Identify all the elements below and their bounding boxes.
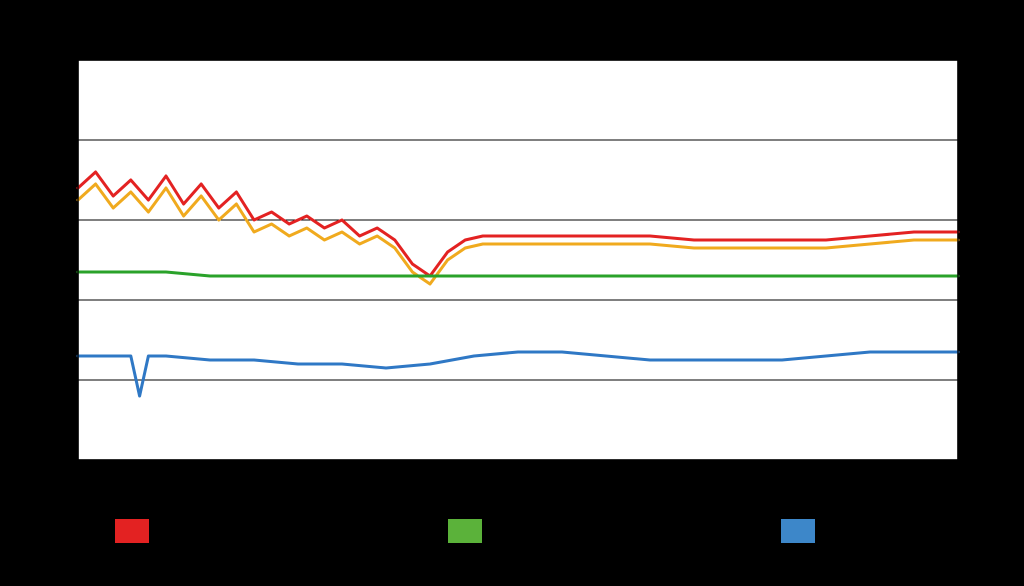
legend-item-series-green xyxy=(448,516,482,546)
line-chart: y axis x axis xyxy=(0,0,1024,586)
legend xyxy=(115,516,815,546)
plot-background xyxy=(78,60,958,460)
x-axis-label: x axis xyxy=(486,470,537,493)
y-axis-label: y axis xyxy=(30,234,53,285)
legend-item-series-red xyxy=(115,516,149,546)
legend-swatch xyxy=(115,519,149,543)
legend-swatch xyxy=(781,519,815,543)
plot-area xyxy=(78,60,958,460)
legend-item-series-blue xyxy=(781,516,815,546)
legend-swatch xyxy=(448,519,482,543)
